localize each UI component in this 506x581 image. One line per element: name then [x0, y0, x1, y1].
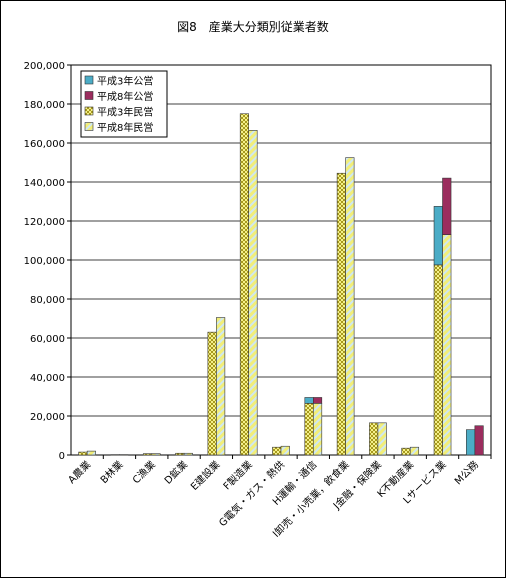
- legend-label: 平成8年公営: [97, 90, 153, 103]
- bar-平成3年民営: [239, 113, 249, 456]
- plot-area: 0 20,000 40,000 60,000 80,000 100,000 120,000 1…: [24, 61, 492, 540]
- bar-平成3年民営: [175, 452, 185, 456]
- bar-平成8年民営: [345, 157, 355, 456]
- y-tick-label: 140,000: [24, 178, 65, 189]
- bar-平成8年民営: [280, 445, 290, 456]
- x-tick-label: A農業: [65, 458, 93, 486]
- bar-平成3年公営: [433, 206, 443, 266]
- bar-平成8年民営: [313, 403, 323, 456]
- bar-平成3年民営: [110, 454, 120, 456]
- legend-label: 平成3年公営: [97, 75, 153, 88]
- bar-平成8年民営: [86, 450, 96, 456]
- bar-平成3年民営: [272, 446, 282, 456]
- bar-平成8年民営: [377, 422, 387, 456]
- bar-平成8年民営: [248, 130, 258, 456]
- y-tick-label: 100,000: [24, 256, 65, 267]
- legend-box: [80, 70, 168, 138]
- legend-label: 平成8年民営: [97, 121, 153, 134]
- y-tick-label: 200,000: [24, 61, 65, 72]
- legend-swatch: [84, 122, 94, 131]
- bar-平成8年民営: [409, 446, 420, 456]
- bar-平成8年民営: [442, 234, 452, 456]
- legend-swatch: [84, 75, 94, 85]
- y-tick-label: 160,000: [24, 139, 65, 150]
- bar-平成8年民営: [151, 453, 161, 456]
- legend-label: 平成3年民営: [97, 106, 153, 119]
- bar-平成3年民営: [142, 453, 153, 456]
- chart-title: 図8 産業大分類別従業者数: [177, 19, 329, 34]
- y-tick-label: 60,000: [30, 334, 65, 345]
- bar-平成8年公営: [442, 177, 452, 235]
- y-tick-label: 80,000: [30, 295, 65, 306]
- bar-平成8年公営: [474, 425, 484, 456]
- bar-平成3年民営: [433, 264, 443, 456]
- x-tick-label: B林業: [97, 458, 125, 486]
- bar-平成3年民営: [401, 447, 411, 456]
- bar-平成3年民営: [78, 451, 88, 456]
- bar-平成8年公営: [313, 397, 323, 404]
- y-tick-label: 40,000: [30, 373, 65, 384]
- legend-swatch: [84, 106, 94, 116]
- y-tick-label: 180,000: [24, 100, 65, 111]
- bar-平成8年民営: [216, 317, 226, 456]
- bar-平成3年民営: [304, 403, 314, 456]
- x-tick-label: E建設業: [188, 458, 223, 493]
- bar-平成3年民営: [207, 331, 217, 456]
- legend-swatch: [84, 91, 94, 100]
- bar-平成8年民営: [119, 454, 129, 456]
- y-tick-label: 120,000: [24, 217, 65, 228]
- x-tick-label: M公務: [452, 458, 481, 487]
- bar-平成3年民営: [369, 422, 379, 456]
- y-tick-label: 20,000: [30, 412, 65, 423]
- x-tick-label: C漁業: [130, 458, 158, 486]
- y-tick-label: 0: [59, 451, 65, 462]
- bar-平成3年民営: [336, 172, 346, 456]
- bar-平成3年公営: [466, 429, 476, 456]
- bar-平成8年民営: [183, 452, 193, 456]
- x-tick-label: D鉱業: [161, 458, 190, 487]
- bar-平成3年公営: [304, 397, 314, 404]
- x-tick-label: F製造業: [220, 458, 254, 492]
